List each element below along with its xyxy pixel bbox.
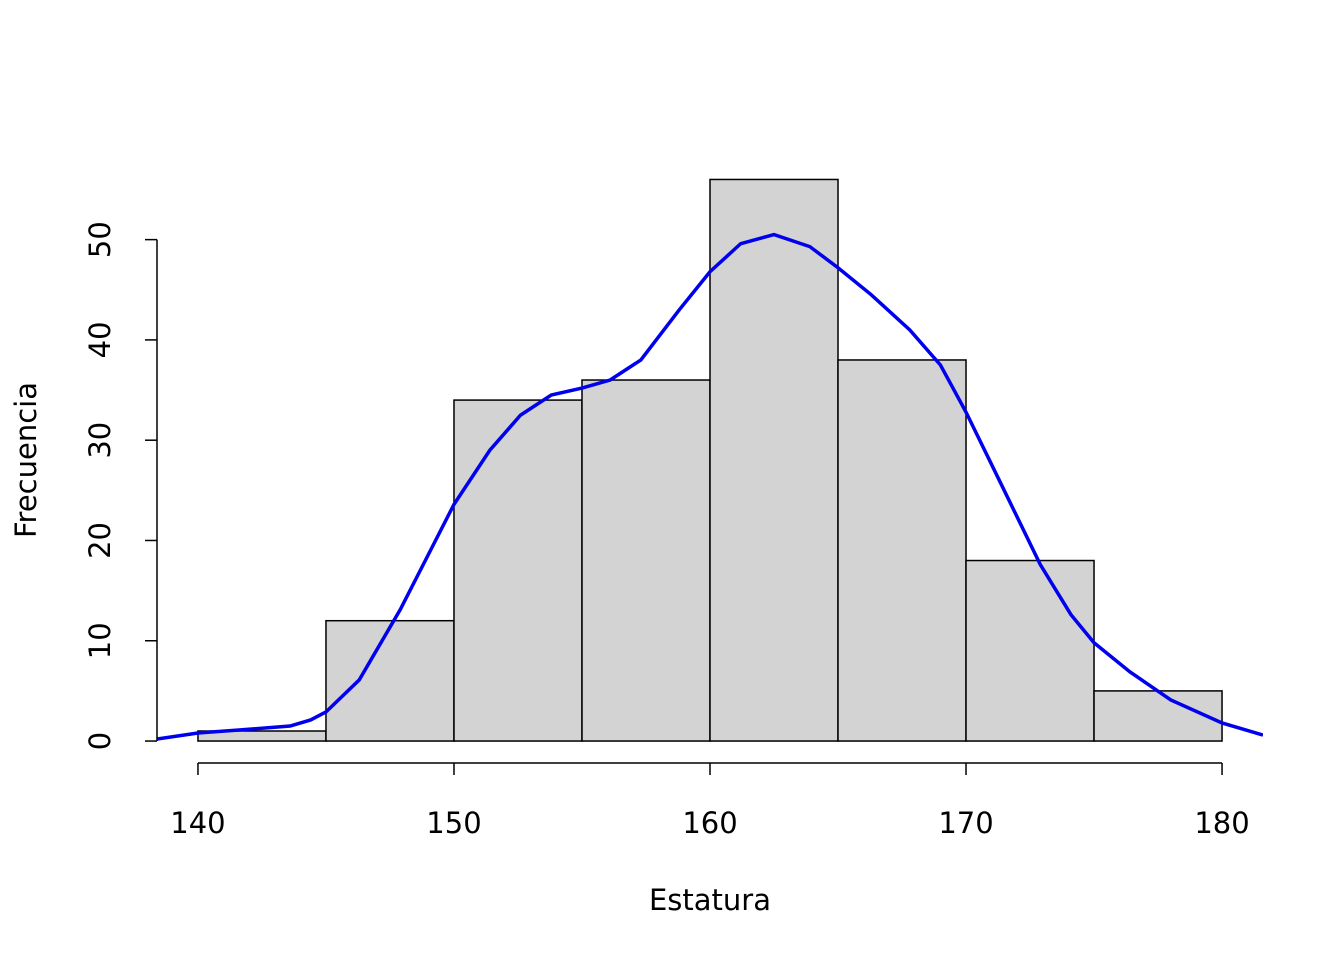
bar (837, 359, 967, 742)
x-tick-label: 140 (170, 806, 225, 840)
bar (325, 619, 455, 742)
density-line (157, 232, 1263, 741)
y-tick-label: 40 (83, 321, 117, 358)
bar (1093, 690, 1223, 742)
y-tick-label: 30 (83, 422, 117, 459)
y-tick-label: 10 (83, 622, 117, 659)
y-axis-label: Frecuencia (9, 382, 43, 538)
x-tick-label: 160 (682, 806, 737, 840)
bar (709, 178, 839, 742)
x-tick-label: 150 (426, 806, 481, 840)
y-tick-label: 0 (83, 732, 117, 750)
bar (965, 559, 1095, 742)
y-tick-label: 20 (83, 522, 117, 559)
bar (581, 379, 711, 742)
x-tick-label: 180 (1194, 806, 1249, 840)
x-tick-label: 170 (938, 806, 993, 840)
bar (453, 399, 583, 742)
x-axis-label: Estatura (649, 883, 771, 917)
y-tick-label: 50 (83, 221, 117, 258)
